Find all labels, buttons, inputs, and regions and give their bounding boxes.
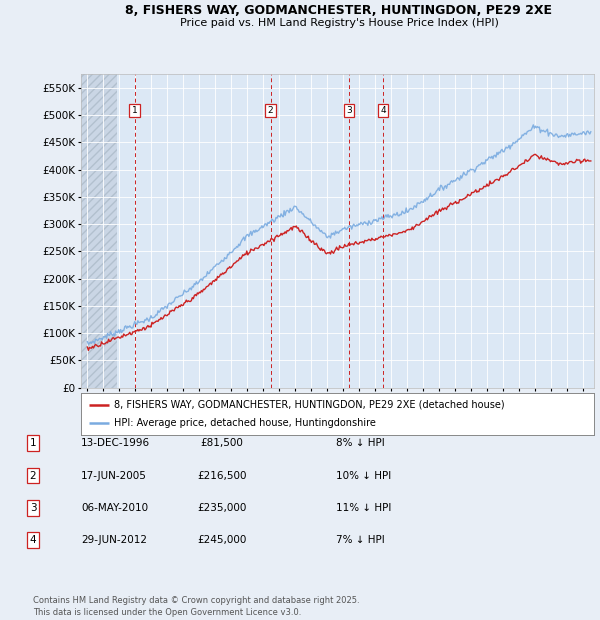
Text: 3: 3: [29, 503, 37, 513]
Text: £216,500: £216,500: [197, 471, 247, 480]
Text: HPI: Average price, detached house, Huntingdonshire: HPI: Average price, detached house, Hunt…: [115, 418, 376, 428]
Polygon shape: [81, 74, 117, 388]
Text: 2: 2: [29, 471, 37, 480]
Text: Price paid vs. HM Land Registry's House Price Index (HPI): Price paid vs. HM Land Registry's House …: [179, 18, 499, 28]
Text: £245,000: £245,000: [197, 535, 247, 545]
Text: 2: 2: [268, 106, 274, 115]
Text: 8, FISHERS WAY, GODMANCHESTER, HUNTINGDON, PE29 2XE: 8, FISHERS WAY, GODMANCHESTER, HUNTINGDO…: [125, 4, 553, 17]
Text: Contains HM Land Registry data © Crown copyright and database right 2025.
This d: Contains HM Land Registry data © Crown c…: [33, 596, 359, 617]
Text: 4: 4: [380, 106, 386, 115]
Text: 13-DEC-1996: 13-DEC-1996: [81, 438, 150, 448]
Text: 29-JUN-2012: 29-JUN-2012: [81, 535, 147, 545]
Text: 1: 1: [29, 438, 37, 448]
Text: 10% ↓ HPI: 10% ↓ HPI: [336, 471, 391, 480]
Text: 11% ↓ HPI: 11% ↓ HPI: [336, 503, 391, 513]
Text: 4: 4: [29, 535, 37, 545]
Text: 1: 1: [131, 106, 137, 115]
Text: 17-JUN-2005: 17-JUN-2005: [81, 471, 147, 480]
Text: 7% ↓ HPI: 7% ↓ HPI: [336, 535, 385, 545]
Text: £81,500: £81,500: [200, 438, 244, 448]
Text: 8, FISHERS WAY, GODMANCHESTER, HUNTINGDON, PE29 2XE (detached house): 8, FISHERS WAY, GODMANCHESTER, HUNTINGDO…: [115, 400, 505, 410]
Text: £235,000: £235,000: [197, 503, 247, 513]
Text: 3: 3: [346, 106, 352, 115]
Text: 8% ↓ HPI: 8% ↓ HPI: [336, 438, 385, 448]
Text: 06-MAY-2010: 06-MAY-2010: [81, 503, 148, 513]
